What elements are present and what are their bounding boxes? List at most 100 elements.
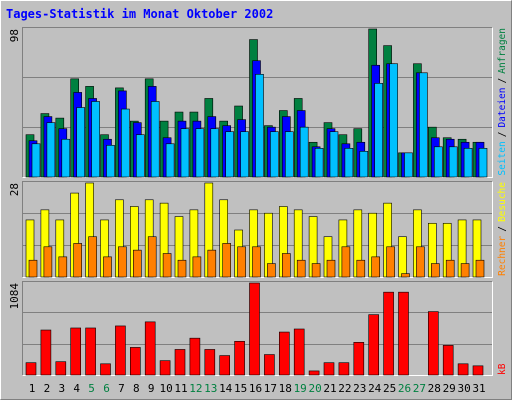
x-tick-label: 14: [219, 382, 233, 395]
bar: [448, 146, 458, 178]
bar: [338, 362, 350, 376]
y-tick-label: 1084: [8, 283, 21, 310]
legend-separator: /: [497, 132, 508, 138]
x-tick-label: 22: [338, 382, 351, 395]
bar: [329, 131, 339, 178]
bar: [70, 327, 81, 376]
bar: [204, 349, 216, 376]
bar: [416, 246, 425, 278]
bar: [326, 259, 336, 278]
legend: Rechner / Besuche: [497, 182, 508, 276]
x-tick-label: 20: [308, 382, 321, 395]
bar: [43, 246, 53, 278]
bar: [460, 263, 470, 278]
bar: [267, 263, 276, 278]
panel-edge-dark: [22, 281, 493, 376]
bar: [252, 246, 261, 278]
bar: [356, 259, 366, 278]
x-tick-label: 6: [103, 382, 110, 395]
bar: [389, 63, 398, 178]
x-tick-label: 19: [294, 382, 307, 395]
bar: [46, 122, 56, 178]
bar: [210, 128, 220, 178]
bar: [234, 341, 245, 376]
bar: [371, 256, 381, 278]
bar: [398, 236, 407, 278]
x-tick-label: 21: [323, 382, 336, 395]
bar: [144, 321, 156, 376]
bar: [177, 259, 187, 278]
x-tick-label: 8: [133, 382, 140, 395]
legend-entry: Seiten: [497, 141, 508, 175]
bar: [159, 360, 171, 376]
bar: [118, 246, 127, 278]
legend: Seiten / Dateien / Anfragen: [497, 28, 508, 176]
x-tick-label: 3: [58, 382, 65, 395]
bar: [162, 253, 172, 278]
bar: [189, 337, 201, 376]
bar: [225, 131, 234, 178]
bar: [427, 311, 439, 376]
bar: [472, 365, 484, 376]
panel-edge-dark: [22, 27, 493, 178]
bar: [270, 131, 279, 178]
bar: [240, 131, 249, 178]
bar: [91, 101, 100, 178]
bar: [353, 342, 365, 376]
bar: [344, 148, 354, 178]
chart-title: Tages-Statistik im Monat Oktober 2002: [6, 7, 273, 21]
bar: [383, 291, 394, 376]
bar: [457, 363, 469, 376]
legend-separator: /: [497, 226, 508, 232]
x-tick-label: 28: [428, 382, 441, 395]
x-tick-label: 1: [29, 382, 36, 395]
bar: [445, 259, 455, 278]
bar: [284, 131, 294, 178]
bar: [296, 259, 306, 278]
bar: [404, 152, 413, 178]
bar: [368, 314, 380, 376]
legend-entry: Dateien: [497, 88, 508, 128]
bar: [136, 134, 145, 178]
bar: [195, 128, 205, 178]
bar: [180, 128, 190, 178]
bar: [130, 347, 141, 376]
bar: [463, 148, 473, 178]
bar: [76, 107, 85, 178]
panel-edge-light: [22, 181, 493, 278]
x-tick-label: 26: [398, 382, 411, 395]
bar: [174, 349, 186, 376]
bar: [323, 362, 335, 376]
x-tick-label: 17: [264, 382, 277, 395]
x-tick-label: 23: [353, 382, 366, 395]
bar: [150, 101, 160, 178]
bar: [374, 83, 384, 178]
x-tick-label: 2: [44, 382, 51, 395]
panel-edge-light: [22, 281, 493, 376]
bar: [147, 236, 157, 278]
bar: [100, 363, 111, 376]
x-tick-label: 4: [73, 382, 80, 395]
panel-edge-dark: [22, 181, 493, 278]
x-tick-label: 18: [279, 382, 292, 395]
x-tick-label: 31: [472, 382, 485, 395]
y-tick-label: 28: [8, 183, 21, 196]
legend-entry: Besuche: [497, 182, 508, 222]
bar: [85, 327, 96, 376]
x-tick-label: 25: [383, 382, 396, 395]
legend-entry: kB: [497, 363, 508, 375]
bar: [311, 263, 321, 278]
bar: [308, 370, 320, 376]
bar: [31, 143, 41, 178]
bar: [341, 246, 351, 278]
bar: [106, 144, 115, 178]
bar: [314, 148, 324, 178]
bar: [278, 331, 290, 376]
bar: [55, 361, 67, 376]
x-tick-label: 11: [174, 382, 187, 395]
bar: [419, 72, 428, 178]
bar: [165, 143, 175, 178]
y-tick-label: 98: [8, 29, 21, 42]
